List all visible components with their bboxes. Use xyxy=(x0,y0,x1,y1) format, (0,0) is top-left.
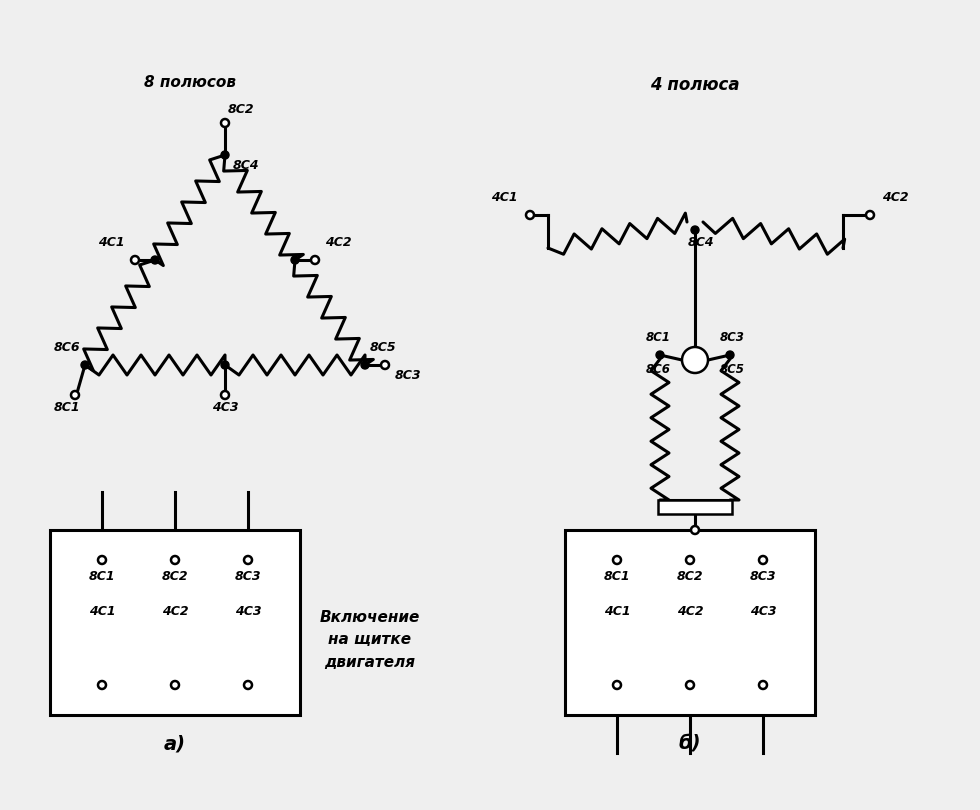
Text: 8С3: 8С3 xyxy=(395,369,421,382)
Text: 8С3: 8С3 xyxy=(234,570,262,583)
Circle shape xyxy=(361,361,369,369)
Circle shape xyxy=(691,226,699,234)
Text: 8С5: 8С5 xyxy=(370,341,397,354)
Circle shape xyxy=(291,256,299,264)
Circle shape xyxy=(98,556,106,564)
Circle shape xyxy=(171,681,179,689)
Circle shape xyxy=(221,361,229,369)
Circle shape xyxy=(151,256,159,264)
Circle shape xyxy=(221,391,229,399)
Text: 4С2: 4С2 xyxy=(162,605,188,618)
Text: Включение
на щитке
двигателя: Включение на щитке двигателя xyxy=(319,610,420,670)
Circle shape xyxy=(131,256,139,264)
Circle shape xyxy=(759,681,767,689)
Circle shape xyxy=(682,347,708,373)
Text: 8С1: 8С1 xyxy=(604,570,630,583)
Text: 4С3: 4С3 xyxy=(234,605,262,618)
Text: 8С3: 8С3 xyxy=(719,331,745,344)
Circle shape xyxy=(171,556,179,564)
Text: 8С3: 8С3 xyxy=(750,570,776,583)
Text: 4С1: 4С1 xyxy=(98,236,125,249)
Text: 4С2: 4С2 xyxy=(882,191,908,204)
Text: 8С4: 8С4 xyxy=(688,236,714,249)
Text: 8 полюсов: 8 полюсов xyxy=(144,75,236,90)
Circle shape xyxy=(686,556,694,564)
Circle shape xyxy=(866,211,874,219)
Circle shape xyxy=(98,681,106,689)
Circle shape xyxy=(613,681,621,689)
Text: 4С3: 4С3 xyxy=(687,536,713,549)
Circle shape xyxy=(221,119,229,127)
Circle shape xyxy=(691,526,699,534)
Circle shape xyxy=(244,681,252,689)
Text: 8С5: 8С5 xyxy=(719,363,745,376)
Text: 8С4: 8С4 xyxy=(233,159,260,172)
Bar xyxy=(50,530,300,715)
Circle shape xyxy=(656,351,664,359)
Circle shape xyxy=(381,361,389,369)
Text: 8С1: 8С1 xyxy=(54,401,80,414)
Circle shape xyxy=(526,211,534,219)
Text: 4 полюса: 4 полюса xyxy=(650,76,740,94)
Text: 4С2: 4С2 xyxy=(676,605,704,618)
Circle shape xyxy=(759,556,767,564)
Text: 4С1: 4С1 xyxy=(491,191,518,204)
Circle shape xyxy=(686,681,694,689)
Text: б): б) xyxy=(679,735,702,754)
Circle shape xyxy=(613,556,621,564)
Text: 8С2: 8С2 xyxy=(676,570,704,583)
Text: 8С2: 8С2 xyxy=(162,570,188,583)
Circle shape xyxy=(244,556,252,564)
Circle shape xyxy=(726,351,734,359)
Text: а): а) xyxy=(164,735,186,754)
Text: 4С3: 4С3 xyxy=(750,605,776,618)
Circle shape xyxy=(71,391,79,399)
Text: 8С1: 8С1 xyxy=(88,570,116,583)
Text: 8С2: 8С2 xyxy=(684,356,706,366)
Text: 8С6: 8С6 xyxy=(53,341,80,354)
Text: 8С2: 8С2 xyxy=(228,103,255,116)
Circle shape xyxy=(221,151,229,159)
Text: 4С3: 4С3 xyxy=(212,401,238,414)
Bar xyxy=(565,530,815,715)
Text: 4С2: 4С2 xyxy=(325,236,352,249)
Text: 4С1: 4С1 xyxy=(604,605,630,618)
Text: 8С1: 8С1 xyxy=(646,331,670,344)
Circle shape xyxy=(81,361,89,369)
Bar xyxy=(658,500,732,514)
Circle shape xyxy=(311,256,319,264)
Text: 8С6: 8С6 xyxy=(646,363,670,376)
Text: 4С1: 4С1 xyxy=(88,605,116,618)
